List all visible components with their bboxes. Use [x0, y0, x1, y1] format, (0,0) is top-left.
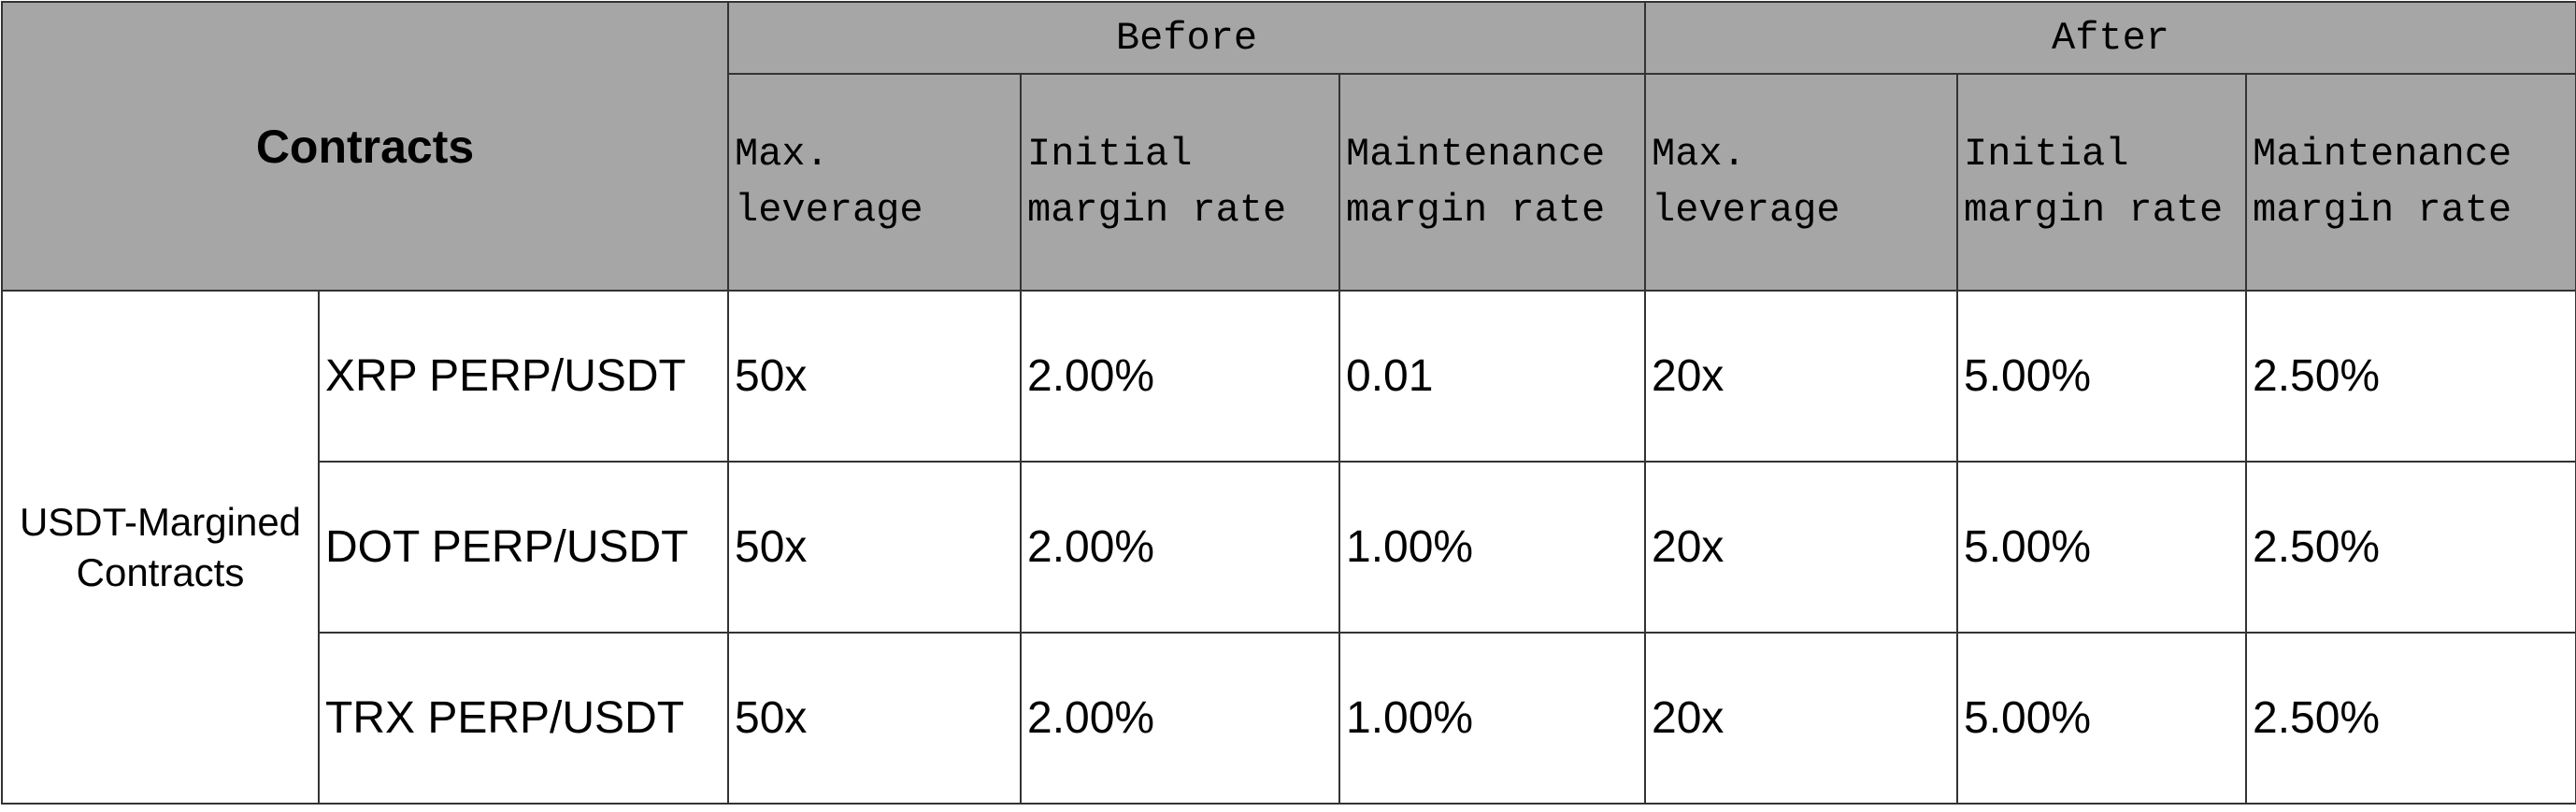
table-row: USDT-Margined Contracts XRP PERP/USDT 50x 2…: [1, 290, 2576, 805]
cell: 1.00%: [1338, 632, 1646, 805]
table-row: TRX PERP/USDT 50x 2.00% 1.00% 20x 5.00% 2.50%: [2, 632, 2576, 805]
group-label: USDT-Margined Contracts: [1, 290, 320, 805]
cell: 1.00%: [1338, 461, 1646, 634]
column-header: Max. leverage: [727, 73, 1022, 292]
cell: 50x: [727, 632, 1022, 805]
cell: 20x: [1644, 461, 1958, 634]
cell: 50x: [727, 290, 1022, 463]
column-header: Max. leverage: [1644, 73, 1958, 292]
contract-name: XRP PERP/USDT: [318, 290, 729, 463]
column-header: Maintenance margin rate: [2244, 73, 2576, 292]
cell: 5.00%: [1956, 290, 2247, 463]
cell: 50x: [727, 461, 1022, 634]
table-row: DOT PERP/USDT 50x 2.00% 1.00% 20x 5.00% 2.50%: [2, 461, 2576, 634]
cell: 5.00%: [1956, 632, 2247, 805]
contract-name: TRX PERP/USDT: [318, 632, 729, 805]
group-header: Before: [727, 1, 1646, 75]
cell: 2.50%: [2244, 461, 2576, 634]
cell: 20x: [1644, 290, 1958, 463]
group-header: After: [1643, 1, 2576, 75]
contract-name: DOT PERP/USDT: [318, 461, 729, 634]
column-header: Initial margin rate: [1956, 73, 2247, 292]
column-header: Initial margin rate: [1020, 73, 1340, 292]
cell: 2.00%: [1020, 290, 1340, 463]
cell: 20x: [1644, 632, 1958, 805]
cell: 2.50%: [2244, 290, 2576, 463]
cell: 2.00%: [1020, 461, 1340, 634]
contracts-header: Contracts: [1, 1, 729, 292]
cell: 0.01: [1338, 290, 1646, 463]
cell: 2.50%: [2244, 632, 2576, 805]
column-header: Maintenance margin rate: [1338, 73, 1646, 292]
cell: 5.00%: [1956, 461, 2247, 634]
cell: 2.00%: [1020, 632, 1340, 805]
